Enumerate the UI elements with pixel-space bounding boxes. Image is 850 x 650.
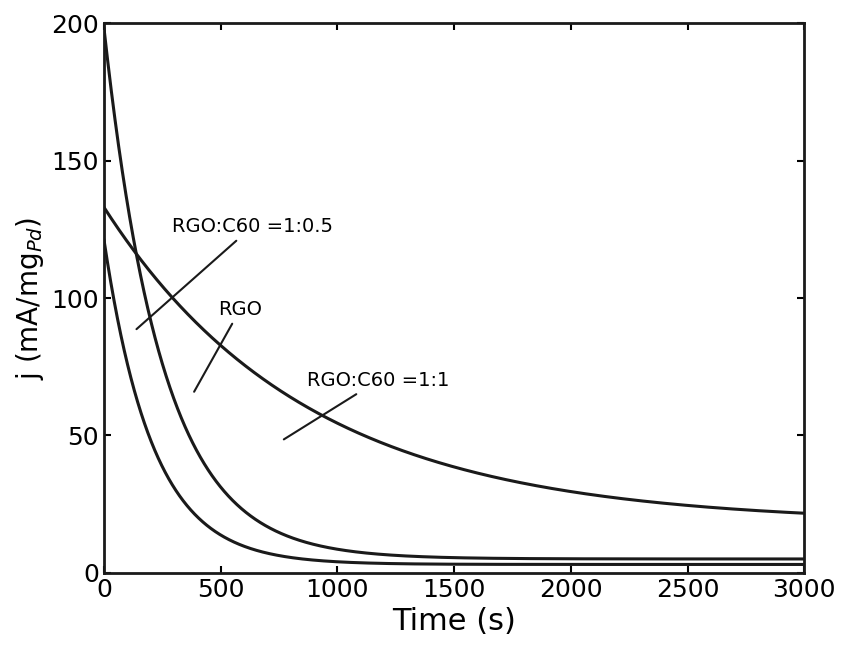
Text: RGO: RGO [194,300,263,392]
Text: RGO:C60 =1:1: RGO:C60 =1:1 [284,371,450,439]
Text: RGO:C60 =1:0.5: RGO:C60 =1:0.5 [137,217,332,329]
Y-axis label: j (mA/mg$_{Pd}$): j (mA/mg$_{Pd}$) [14,216,46,380]
X-axis label: Time (s): Time (s) [392,607,516,636]
